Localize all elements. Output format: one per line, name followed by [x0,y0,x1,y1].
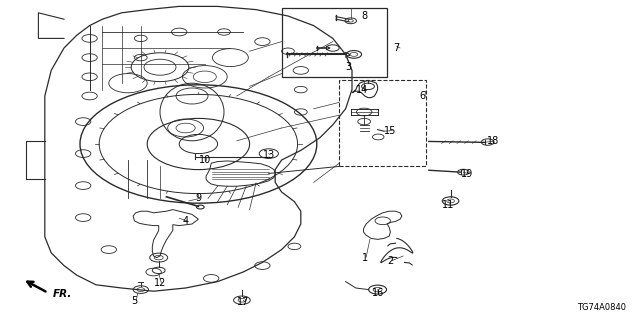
Text: 6: 6 [419,91,426,101]
Text: 12: 12 [154,278,166,288]
Text: 7: 7 [394,43,400,53]
Text: 11: 11 [442,200,454,210]
Text: 14: 14 [355,84,368,95]
Text: 5: 5 [131,296,138,306]
Text: FR.: FR. [52,289,72,299]
Text: TG74A0840: TG74A0840 [577,303,626,312]
Text: 10: 10 [198,155,211,165]
Text: 2: 2 [387,256,394,266]
Text: 19: 19 [461,169,474,180]
Text: 16: 16 [371,288,384,298]
Text: 18: 18 [486,136,499,146]
Text: 15: 15 [384,126,397,136]
Text: 1: 1 [362,252,368,263]
Text: 8: 8 [362,11,368,21]
Text: 3: 3 [346,62,352,72]
Bar [282,8,387,77]
Text: 4: 4 [182,216,189,226]
Bar [339,80,426,166]
Text: 17: 17 [237,297,250,308]
Text: 13: 13 [262,150,275,160]
Text: 9: 9 [195,193,202,204]
